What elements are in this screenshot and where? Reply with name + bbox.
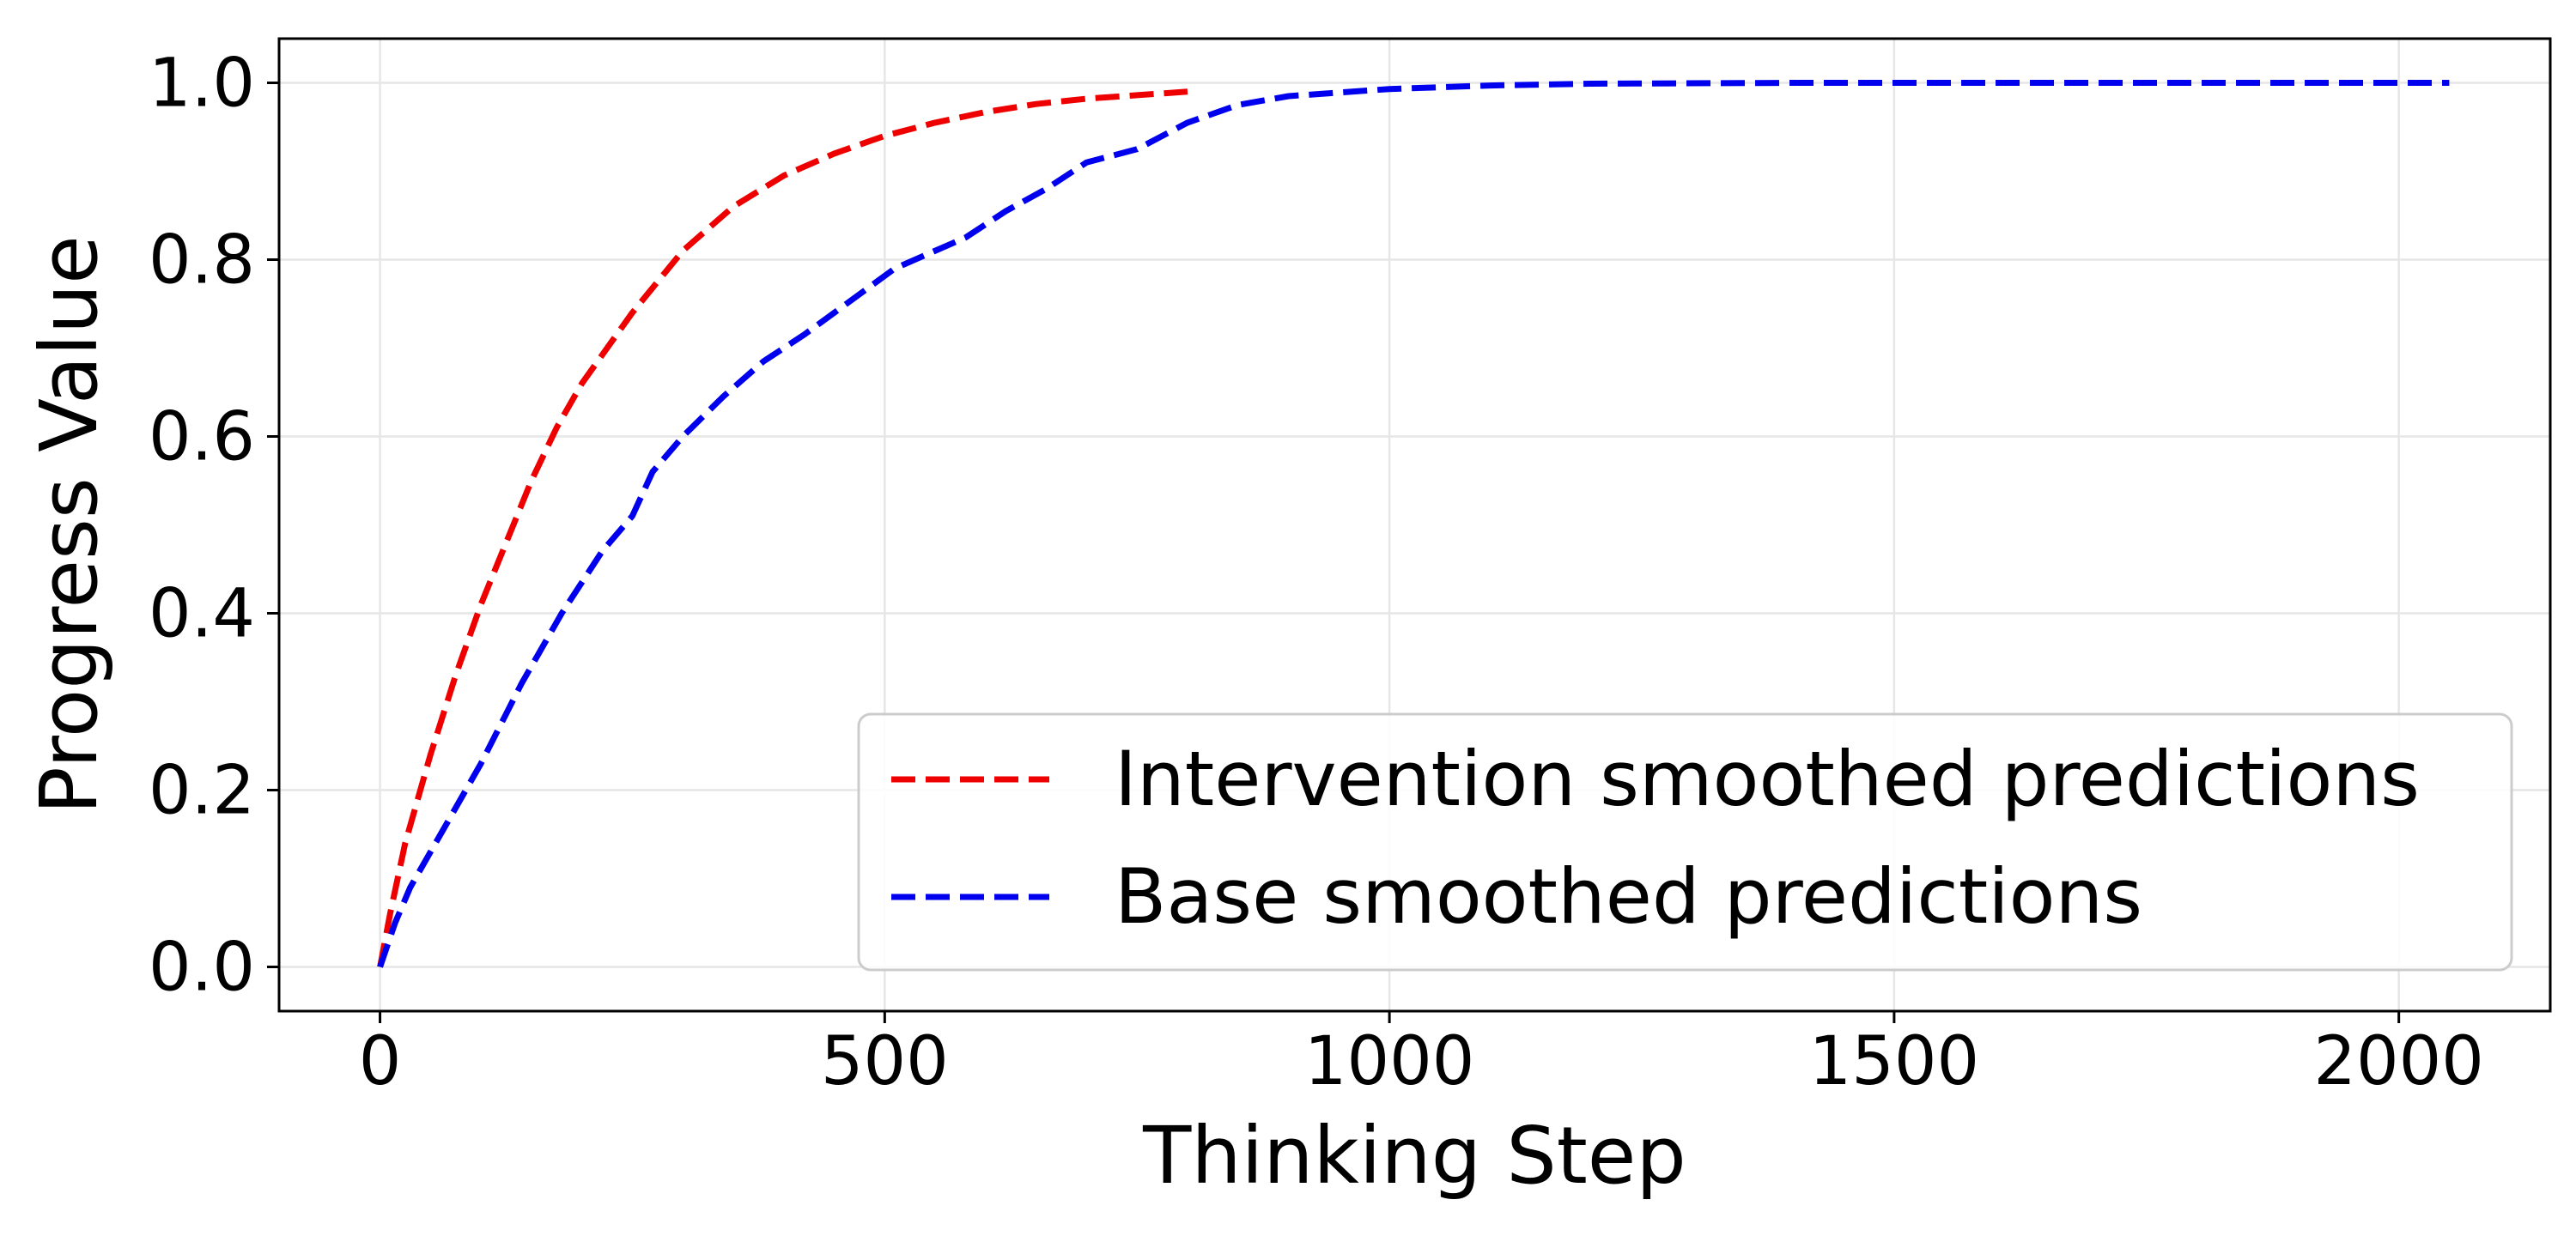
y-tick-label: 0.8 [149, 222, 255, 300]
y-axis-label: Progress Value [23, 235, 115, 815]
series-line-intervention [377, 88, 1188, 968]
y-tick-label: 0.2 [149, 753, 255, 830]
x-tick-label: 1000 [1304, 1023, 1475, 1100]
y-tick-label: 0.6 [149, 399, 255, 476]
x-tick-label: 500 [821, 1023, 949, 1100]
y-tick-label: 1.0 [149, 45, 255, 123]
x-tick-label: 1500 [1809, 1023, 1980, 1100]
legend-label-base: Base smoothed predictions [1115, 852, 2142, 941]
legend: Intervention smoothed predictions Base s… [857, 712, 2513, 972]
series-line-base [377, 80, 2450, 968]
y-tick-label: 0.4 [149, 576, 255, 653]
x-tick-label: 2000 [2313, 1023, 2484, 1100]
legend-label-intervention: Intervention smoothed predictions [1115, 735, 2420, 823]
ticks: 0 500 1000 1500 2000 0.0 0.2 0.4 0.6 0.8 1.0 [149, 45, 2484, 1101]
legend-box [857, 712, 2513, 972]
y-tick-label: 0.0 [149, 930, 255, 1007]
plot-frame [277, 37, 2552, 1013]
series-layer [377, 80, 2450, 968]
x-tick-label: 0 [359, 1023, 402, 1100]
x-axis-label: Thinking Step [1142, 1110, 1686, 1202]
